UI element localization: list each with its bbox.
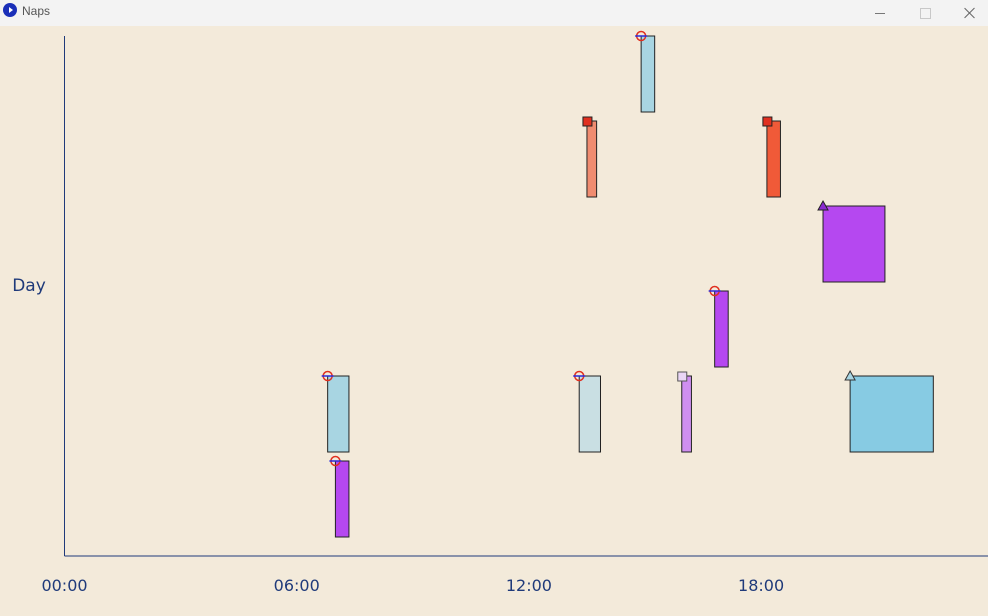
nap-marker-circle-line (708, 285, 721, 297)
window-title: Naps (22, 4, 51, 18)
nap-marker-triangle (817, 199, 829, 211)
nap-marker-square (762, 116, 773, 127)
nap-bar[interactable] (327, 375, 350, 453)
title-bar[interactable]: Naps (0, 0, 988, 26)
nap-bar[interactable] (849, 375, 934, 453)
nap-bar[interactable] (681, 375, 692, 453)
x-axis-ticks: 00:00 06:00 12:00 18:00 (41, 576, 784, 595)
nap-markers (321, 30, 856, 467)
nap-marker-square (582, 116, 593, 127)
nap-bar[interactable] (578, 375, 601, 453)
nap-bar[interactable] (640, 35, 656, 113)
nap-chart: Day 00:00 06:00 12:00 18:00 (0, 26, 988, 616)
x-tick-label: 00:00 (41, 576, 87, 595)
nap-marker-circle-line (635, 30, 648, 42)
minimize-icon (875, 12, 885, 14)
app-play-icon (3, 3, 17, 17)
x-tick-label: 18:00 (738, 576, 784, 595)
nap-marker-circle-line (329, 455, 342, 467)
nap-marker-square-light (677, 371, 688, 382)
nap-bar[interactable] (714, 290, 729, 368)
nap-marker-circle-line (573, 370, 586, 382)
y-axis-label: Day (12, 276, 46, 296)
nap-bar[interactable] (586, 120, 598, 198)
maximize-icon (919, 7, 931, 19)
nap-bar[interactable] (766, 120, 781, 198)
nap-chart-svg: Day 00:00 06:00 12:00 18:00 (12, 30, 988, 595)
nap-bars (327, 35, 934, 538)
x-tick-label: 06:00 (274, 576, 320, 595)
nap-bar[interactable] (334, 460, 350, 538)
close-icon (964, 7, 976, 19)
nap-bar[interactable] (822, 205, 886, 283)
nap-marker-circle-line (321, 370, 334, 382)
close-button[interactable] (947, 0, 988, 26)
x-tick-label: 12:00 (506, 576, 552, 595)
minimize-button[interactable] (857, 0, 903, 26)
nap-marker-triangle-light (844, 369, 856, 381)
maximize-button[interactable] (902, 0, 948, 26)
